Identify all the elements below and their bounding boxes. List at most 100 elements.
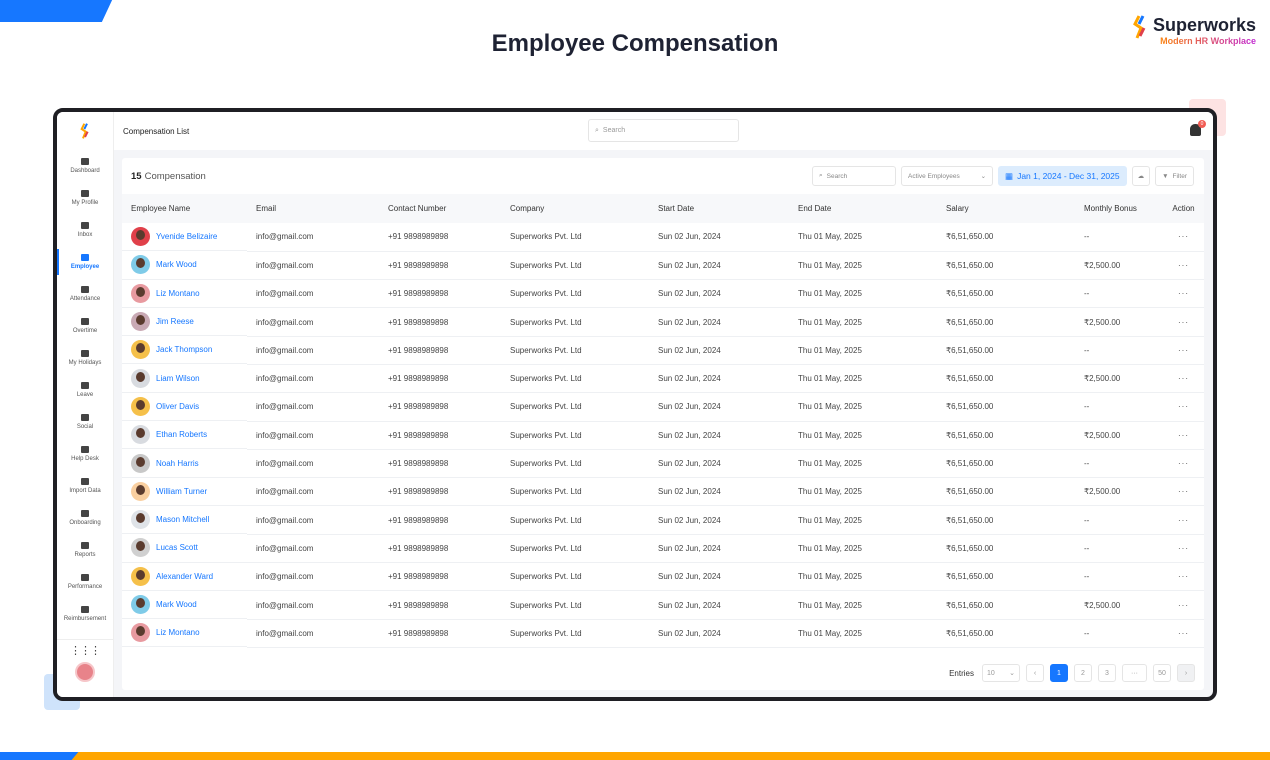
employee-name-cell[interactable]: Liz Montano [122, 280, 247, 308]
more-actions-icon[interactable]: ··· [1163, 392, 1204, 422]
page-button[interactable]: ··· [1122, 664, 1147, 682]
column-header[interactable]: Start Date [649, 194, 789, 223]
more-actions-icon[interactable]: ··· [1163, 562, 1204, 592]
app-logo[interactable] [57, 112, 113, 150]
column-header[interactable]: Employee Name [122, 194, 247, 223]
page-size-select[interactable]: 10 ⌄ [982, 664, 1020, 682]
sidebar-item-import-data[interactable]: Import Data [57, 470, 113, 502]
employee-name-cell[interactable]: Liz Montano [122, 619, 247, 648]
employee-name-cell[interactable]: Mason Mitchell [122, 506, 247, 535]
sidebar-item-social[interactable]: Social [57, 406, 113, 438]
sidebar-item-attendance[interactable]: Attendance [57, 278, 113, 310]
employee-name-link[interactable]: William Turner [156, 486, 208, 496]
sidebar-item-onboarding[interactable]: Onboarding [57, 502, 113, 534]
page-button[interactable]: 1 [1050, 664, 1068, 682]
employee-name-link[interactable]: Noah Harris [156, 458, 199, 468]
global-search-input[interactable]: ⌕ Search [588, 119, 739, 142]
more-actions-icon[interactable]: ··· [1163, 534, 1204, 564]
more-actions-icon[interactable]: ··· [1163, 505, 1204, 535]
contact-cell: +91 9898989898 [379, 251, 501, 281]
employee-name-cell[interactable]: Noah Harris [122, 449, 247, 478]
employee-name-link[interactable]: Ethan Roberts [156, 430, 208, 440]
page-button[interactable]: 2 [1074, 664, 1092, 682]
date-range-picker[interactable]: ▦ Jan 1, 2024 - Dec 31, 2025 [998, 166, 1127, 186]
onboarding-icon [81, 510, 89, 517]
employee-name-cell[interactable]: Alexander Ward [122, 563, 247, 591]
page-button[interactable]: 50 [1153, 664, 1171, 682]
user-avatar[interactable] [75, 662, 95, 682]
employee-name-cell[interactable]: Ethan Roberts [122, 421, 247, 450]
employee-name-cell[interactable]: Jack Thompson [122, 336, 247, 365]
employee-name-link[interactable]: Mark Wood [156, 260, 197, 270]
sidebar-item-help-desk[interactable]: Help Desk [57, 438, 113, 470]
employee-name-cell[interactable]: Mark Wood [122, 251, 247, 280]
status-filter-select[interactable]: Active Employees ⌄ [901, 166, 994, 186]
sidebar-item-my-profile[interactable]: My Profile [57, 182, 113, 214]
salary-cell: ₹6,51,650.00 [937, 307, 1075, 337]
column-header[interactable]: Monthly Bonus [1075, 194, 1163, 223]
more-actions-icon[interactable]: ··· [1163, 364, 1204, 394]
employee-name-link[interactable]: Jack Thompson [156, 345, 213, 355]
column-header[interactable]: Company [501, 194, 649, 223]
apps-grid-icon[interactable]: ⋮⋮⋮ [70, 645, 101, 657]
sidebar-item-inbox[interactable]: Inbox [57, 214, 113, 246]
company-cell: Superworks Pvt. Ltd [501, 562, 649, 592]
column-header[interactable]: Action [1163, 194, 1204, 223]
employee-name-cell[interactable]: Mark Wood [122, 591, 247, 620]
sidebar-item-dashboard[interactable]: Dashboard [57, 150, 113, 182]
sidebar-item-label: Onboarding [69, 520, 101, 526]
employee-name-link[interactable]: Liz Montano [156, 288, 200, 298]
salary-cell: ₹6,51,650.00 [937, 534, 1075, 564]
sidebar-item-overtime[interactable]: Overtime [57, 310, 113, 342]
more-actions-icon[interactable]: ··· [1163, 336, 1204, 365]
more-actions-icon[interactable]: ··· [1163, 421, 1204, 450]
table-search-input[interactable]: ⌕ Search [812, 166, 897, 186]
more-actions-icon[interactable]: ··· [1163, 477, 1204, 507]
bell-icon[interactable]: 0 [1190, 120, 1206, 136]
sidebar-item-employee[interactable]: Employee [57, 246, 113, 278]
bonus-cell: ₹2,500.00 [1075, 590, 1163, 620]
column-header[interactable]: Email [247, 194, 379, 223]
more-actions-icon[interactable]: ··· [1163, 449, 1204, 479]
filter-button[interactable]: ▼ Filter [1155, 166, 1194, 186]
sidebar-item-reports[interactable]: Reports [57, 534, 113, 566]
page-button[interactable]: 3 [1098, 664, 1116, 682]
more-actions-icon[interactable]: ··· [1163, 619, 1204, 648]
more-actions-icon[interactable]: ··· [1163, 307, 1204, 337]
employee-name-cell[interactable]: Yvenide Belizaire [122, 223, 247, 252]
employee-name-link[interactable]: Mark Wood [156, 600, 197, 609]
export-button[interactable]: ☁ [1131, 166, 1151, 186]
employee-name-cell[interactable]: Lucas Scott [122, 534, 247, 563]
column-header[interactable]: Salary [937, 194, 1075, 223]
more-actions-icon[interactable]: ··· [1163, 279, 1204, 309]
employee-name-link[interactable]: Oliver Davis [156, 401, 200, 411]
next-page-button[interactable]: › [1177, 664, 1195, 682]
more-actions-icon[interactable]: ··· [1163, 590, 1204, 620]
column-header[interactable]: End Date [789, 194, 937, 223]
sidebar-item-performance[interactable]: Performance [57, 566, 113, 598]
employee-name-cell[interactable]: William Turner [122, 478, 247, 506]
employee-name-link[interactable]: Yvenide Belizaire [156, 232, 218, 242]
filter-icon: ▼ [1162, 172, 1169, 180]
more-actions-icon[interactable]: ··· [1163, 223, 1204, 252]
company-cell: Superworks Pvt. Ltd [501, 449, 649, 479]
start-date-cell: Sun 02 Jun, 2024 [649, 505, 789, 535]
table-row: Yvenide Belizaire info@gmail.com +91 989… [122, 223, 1204, 252]
more-actions-icon[interactable]: ··· [1163, 251, 1204, 281]
sidebar-item-reimbursement[interactable]: Reimbursement [57, 598, 113, 630]
employee-name-link[interactable]: Mason Mitchell [156, 515, 210, 525]
email-cell: info@gmail.com [247, 251, 379, 281]
employee-name-cell[interactable]: Oliver Davis [122, 393, 247, 422]
employee-name-link[interactable]: Liam Wilson [156, 373, 200, 383]
sidebar-item-leave[interactable]: Leave [57, 374, 113, 406]
employee-name-cell[interactable]: Liam Wilson [122, 364, 247, 393]
email-cell: info@gmail.com [247, 364, 379, 394]
prev-page-button[interactable]: ‹ [1026, 664, 1044, 682]
employee-name-link[interactable]: Lucas Scott [156, 543, 198, 553]
employee-name-link[interactable]: Liz Montano [156, 628, 200, 638]
employee-name-link[interactable]: Jim Reese [156, 317, 194, 327]
employee-name-cell[interactable]: Jim Reese [122, 308, 247, 337]
sidebar-item-my-holidays[interactable]: My Holidays [57, 342, 113, 374]
employee-name-link[interactable]: Alexander Ward [156, 571, 214, 581]
column-header[interactable]: Contact Number [379, 194, 501, 223]
